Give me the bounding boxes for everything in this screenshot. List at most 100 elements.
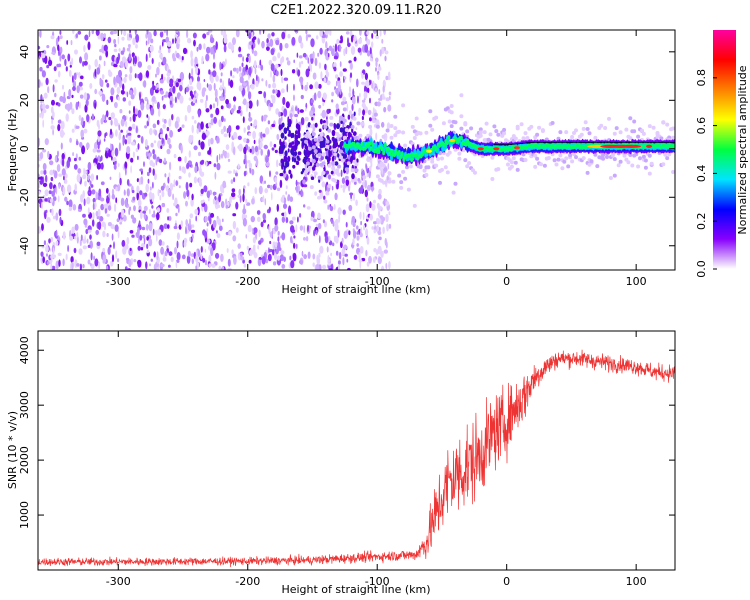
spectrogram-noise-cell <box>290 148 294 155</box>
spectrogram-noise-cell <box>370 186 375 191</box>
spectrogram-noise-cell <box>41 70 47 78</box>
spectrogram-noise-cell <box>251 228 254 235</box>
spectrogram-noise-cell <box>39 112 42 118</box>
spectrogram-noise-cell <box>185 181 189 191</box>
spectrogram-noise-cell <box>314 191 318 196</box>
spectrogram-noise-cell <box>341 177 346 184</box>
spectrogram-noise-cell <box>178 185 181 189</box>
spectrogram-noise-cell <box>54 92 57 98</box>
spectrogram-noise-cell <box>238 85 243 92</box>
spectrogram-noise-cell <box>345 221 348 228</box>
spectrogram-noise-cell <box>226 128 229 134</box>
spectrogram-noise-cell <box>38 45 41 50</box>
signal-halo-cell <box>406 187 411 192</box>
signal-peak-cell <box>449 138 456 143</box>
spectrogram-noise-cell <box>258 229 261 238</box>
spectrogram-noise-cell <box>366 261 370 267</box>
spectrogram-noise-cell <box>44 138 49 146</box>
signal-core-cell <box>382 150 386 156</box>
spectrogram-noise-cell <box>41 223 44 231</box>
spectrogram-noise-cell <box>168 143 172 149</box>
spectrogram-noise-cell <box>121 36 125 41</box>
spectrogram-noise-cell <box>76 236 79 244</box>
spectrogram-noise-cell <box>92 148 97 153</box>
spectrogram-noise-cell <box>42 119 45 128</box>
spectrogram-noise-cell <box>128 126 132 131</box>
spectrogram-noise-cell <box>218 265 222 270</box>
spectrogram-noise-cell <box>204 99 208 109</box>
signal-halo-cell <box>350 125 355 129</box>
signal-core-cell <box>400 152 404 157</box>
x-tick-label: 0 <box>503 575 510 588</box>
spectrogram-noise-cell <box>181 166 186 173</box>
signal-halo-cell <box>414 116 419 121</box>
spectrogram-noise-cell <box>274 177 278 183</box>
signal-halo-cell <box>618 130 623 135</box>
signal-halo-cell <box>360 121 365 126</box>
spectrogram-noise-cell <box>135 34 140 43</box>
spectrogram-noise-cell <box>358 259 363 263</box>
spectrogram-noise-cell <box>166 30 168 37</box>
spectrogram-noise-cell <box>216 162 221 171</box>
spectrogram-noise-cell <box>212 219 217 229</box>
spectrogram-noise-cell <box>94 59 98 68</box>
spectrogram-noise-cell <box>298 61 302 68</box>
spectrogram-noise-cell <box>169 100 172 105</box>
spectrogram-noise-cell <box>233 131 238 140</box>
spectrogram-noise-cell <box>154 129 158 136</box>
spectrogram-noise-cell <box>239 252 243 257</box>
spectrogram-noise-cell <box>349 72 353 79</box>
spectrogram-noise-cell <box>175 261 178 269</box>
spectrogram-noise-cell <box>205 130 210 136</box>
spectrogram-noise-cell <box>189 182 193 188</box>
spectrogram-noise-cell <box>253 60 257 69</box>
spectrogram-noise-cell <box>162 40 164 47</box>
spectrogram-noise-cell <box>218 194 222 203</box>
spectrogram-noise-cell <box>277 52 281 59</box>
spectrogram-noise-cell <box>142 210 146 214</box>
spectrogram-noise-cell <box>265 258 269 264</box>
signal-halo-cell <box>605 155 609 159</box>
spectrogram-noise-cell <box>128 53 132 61</box>
spectrogram-noise-cell <box>321 181 326 188</box>
spectrogram-noise-cell <box>164 173 167 178</box>
spectrogram-noise-cell <box>175 82 179 88</box>
spectrogram-noise-cell <box>343 48 346 57</box>
signal-core-cell <box>397 150 401 155</box>
spectrogram-noise-cell <box>286 60 291 66</box>
spectrogram-noise-cell <box>383 249 388 254</box>
spectrogram-noise-cell <box>126 130 129 134</box>
spectrogram-noise-cell <box>272 261 277 266</box>
signal-halo-cell <box>457 151 462 156</box>
spectrogram-noise-cell <box>248 111 251 119</box>
spectrogram-noise-cell <box>353 111 356 117</box>
spectrogram-noise-cell <box>242 193 245 203</box>
spectrogram-noise-cell <box>160 246 165 255</box>
spectrogram-noise-cell <box>291 156 294 163</box>
spectrogram-noise-cell <box>195 66 199 75</box>
spectrogram-noise-cell <box>166 208 170 213</box>
spectrogram-noise-cell <box>371 226 375 230</box>
signal-halo-cell <box>506 162 510 167</box>
spectrogram-noise-cell <box>333 66 337 72</box>
spectrogram-noise-cell <box>48 59 53 66</box>
spectrogram-noise-cell <box>246 105 248 112</box>
spectrogram-noise-cell <box>235 201 239 210</box>
spectrogram-noise-cell <box>41 53 46 59</box>
spectrogram-noise-cell <box>347 114 351 120</box>
spectrogram-noise-cell <box>280 68 283 77</box>
spectrogram-noise-cell <box>77 208 82 212</box>
signal-halo-cell <box>473 170 477 175</box>
spectrogram-noise-cell <box>112 30 118 35</box>
spectrogram-noise-cell <box>260 221 264 228</box>
spectrogram-noise-cell <box>290 132 293 139</box>
spectrogram-noise-cell <box>238 66 242 72</box>
spectrogram-noise-cell <box>274 241 278 248</box>
spectrogram-noise-cell <box>66 159 70 169</box>
spectrogram-noise-cell <box>175 180 178 187</box>
signal-halo-cell <box>515 167 520 172</box>
spectrogram-noise-cell <box>237 243 241 249</box>
spectrogram-noise-cell <box>318 189 322 193</box>
signal-core-cell <box>383 142 387 148</box>
spectrogram-noise-cell <box>151 205 154 209</box>
